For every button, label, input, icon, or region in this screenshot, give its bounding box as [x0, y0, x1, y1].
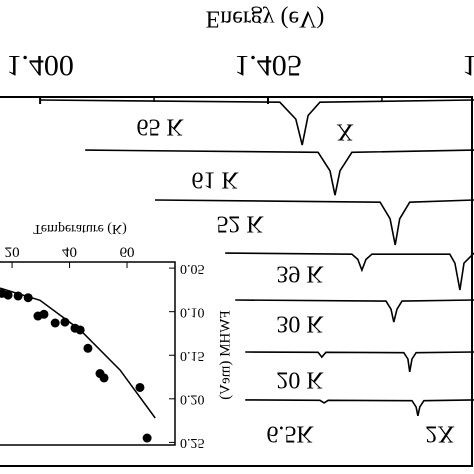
inset-frame — [0, 261, 176, 446]
data-point — [60, 317, 70, 327]
data-point — [135, 382, 145, 392]
spectrum-line — [154, 199, 474, 246]
series-label: 52 K — [216, 210, 264, 236]
series-label: 65 K — [136, 113, 184, 139]
data-point — [13, 291, 23, 301]
inset-y-tick-label: 0.10 — [180, 304, 205, 319]
x-tick-label: 1.405 — [234, 49, 302, 82]
data-point — [50, 318, 60, 328]
inset-x-tick-label: 60 — [120, 244, 135, 260]
spectrum-line — [235, 299, 474, 323]
spectrum-line — [245, 399, 474, 416]
inset-y-label: FWHM (meV) — [217, 310, 233, 400]
inset-y-tick-label: 0.05 — [180, 261, 205, 276]
x-tick-label: 1.410 — [462, 49, 474, 82]
spectrum-line — [40, 99, 474, 146]
series-label: 39 K — [276, 260, 324, 286]
series-label: 20 K — [276, 366, 324, 392]
data-point — [75, 325, 85, 335]
data-point — [23, 293, 33, 303]
data-point — [83, 343, 93, 353]
spectrum-line — [245, 351, 474, 373]
x-axis-label: Energy (eV) — [206, 5, 325, 31]
data-point — [142, 433, 152, 443]
x-tick-label: 1.400 — [6, 49, 74, 82]
data-point — [3, 290, 13, 300]
peak-annotation: 2X — [425, 420, 454, 446]
inset-x-tick-label: 20 — [5, 244, 20, 260]
data-point — [99, 373, 109, 383]
inset-y-tick-label: 0.20 — [180, 392, 205, 407]
series-label: 61 K — [191, 166, 239, 192]
inset-y-tick-label: 0.25 — [180, 435, 205, 450]
plot-frame — [0, 96, 473, 467]
inset-x-label: Temperature (K) — [33, 221, 127, 236]
series-label: 30 K — [276, 310, 324, 336]
spectrum-line — [225, 252, 474, 291]
series-label: 6.5K — [266, 420, 314, 446]
data-point — [39, 309, 49, 319]
peak-annotation: X — [336, 118, 353, 144]
spectrum-line — [85, 149, 474, 196]
inset-y-tick-label: 0.15 — [180, 348, 205, 363]
inset-x-tick-label: 40 — [62, 244, 77, 260]
